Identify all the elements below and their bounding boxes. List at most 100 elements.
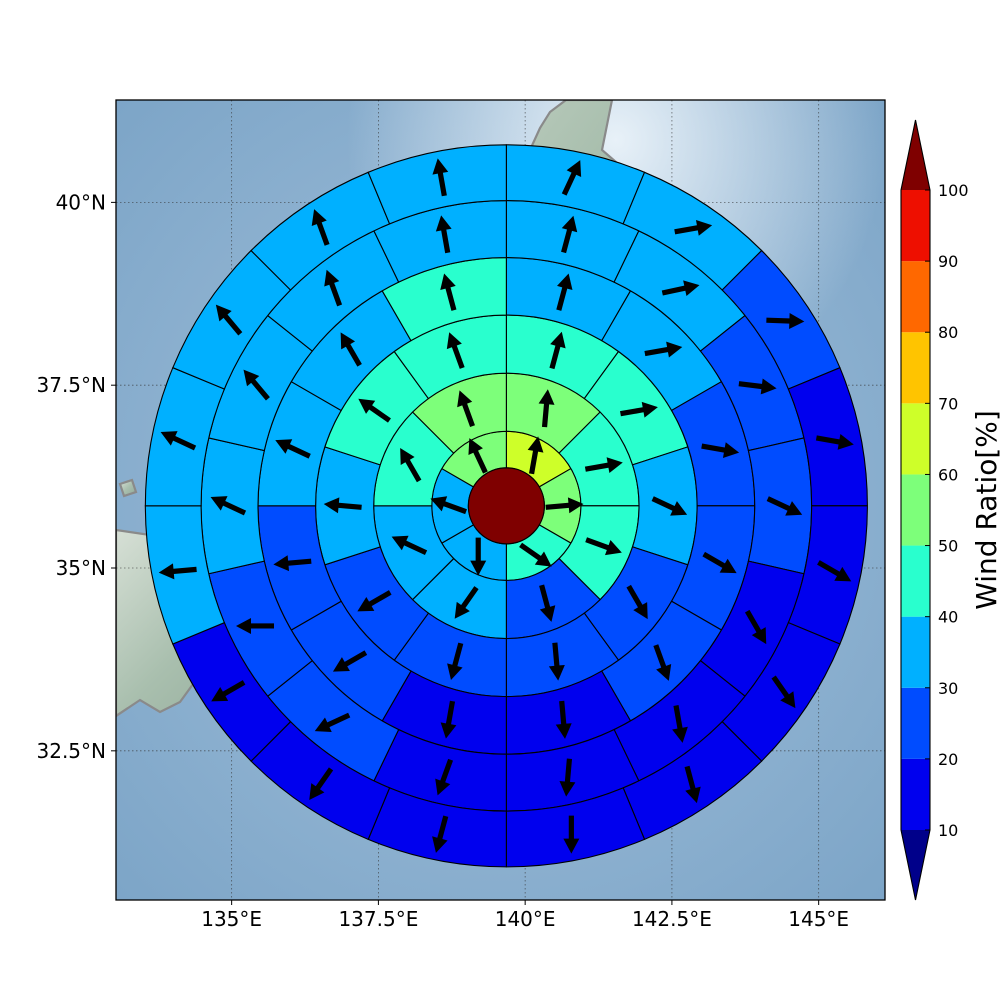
wind-arrow: [674, 219, 713, 236]
colorbar-tick-label: 10: [938, 821, 958, 840]
wind-arrow: [684, 765, 701, 804]
wind-arrow: [340, 332, 362, 367]
colorbar-bin: [901, 190, 930, 262]
wind-arrow: [311, 209, 330, 246]
land-mass: [118, 478, 138, 498]
wind-arrow: [538, 389, 555, 428]
wind-arrow: [559, 758, 576, 797]
colorbar-under-arrow: [901, 830, 930, 900]
wind-arrow: [539, 584, 556, 622]
colorbar-bin: [901, 545, 930, 617]
wind-arrow: [440, 273, 457, 311]
colorbar-label: Wind Ratio[%]: [970, 410, 1000, 610]
wind-arrow: [738, 378, 777, 395]
wind-arrow: [561, 160, 582, 196]
wind-arrow: [211, 680, 246, 702]
wind-arrow: [440, 700, 457, 739]
wind-arrow: [215, 304, 243, 336]
wind-ratio-sectors: [144, 144, 868, 868]
wind-arrow: [527, 436, 544, 475]
wind-arrow: [309, 767, 334, 801]
colorbar-bin: [901, 261, 930, 333]
colorbar-over-arrow: [901, 120, 930, 190]
wind-arrow: [653, 644, 672, 681]
wind-arrow: [815, 434, 854, 450]
wind-arrow: [314, 712, 351, 733]
wind-arrow: [432, 815, 449, 853]
x-tick-label: 140°E: [495, 907, 556, 931]
wind-arrow: [457, 390, 475, 427]
colorbar-bin: [901, 474, 930, 546]
wind-arrow: [324, 269, 343, 307]
wind-arrow: [447, 642, 464, 680]
colorbar-tick-label: 30: [938, 679, 958, 698]
wind-arrow: [626, 584, 648, 620]
colorbar-tick-label: 50: [938, 537, 958, 556]
wind-arrow: [454, 586, 479, 619]
wind-arrow: [210, 496, 247, 516]
colorbar-bin: [901, 332, 930, 404]
wind-arrow: [585, 537, 622, 556]
wind-arrow: [430, 496, 467, 515]
wind-arrow: [357, 590, 392, 612]
wind-arrow: [468, 438, 488, 474]
wind-arrow: [555, 700, 572, 739]
colorbar-bin: [901, 616, 930, 688]
wind-arrow: [432, 158, 449, 197]
x-tick-label: 135°E: [201, 907, 262, 931]
wind-arrow: [273, 555, 312, 572]
wind-sector: [367, 144, 507, 225]
wind-arrow: [817, 560, 852, 582]
wind-arrow: [358, 398, 391, 423]
wind-arrow: [644, 341, 683, 358]
center-disk: [467, 467, 545, 545]
wind-arrow: [766, 496, 803, 516]
y-tick-label: 32.5°N: [37, 739, 107, 763]
colorbar-tick-label: 100: [938, 181, 969, 200]
wind-arrow: [620, 401, 658, 418]
wind-arrow: [561, 215, 578, 254]
wind-arrow: [549, 331, 566, 370]
wind-arrow: [332, 650, 368, 672]
x-tick-label: 142.5°E: [632, 907, 712, 931]
wind-arrow: [556, 273, 573, 311]
wind-arrow: [744, 609, 767, 645]
wind-arrow: [243, 369, 270, 401]
wind-arrow: [702, 551, 737, 574]
wind-arrow: [519, 542, 552, 567]
wind-arrow: [771, 675, 796, 709]
wind-arrow: [548, 642, 565, 681]
y-tick-label: 35°N: [56, 556, 106, 580]
wind-arrow: [545, 497, 584, 514]
colorbar-tick-label: 90: [938, 252, 958, 271]
wind-arrow: [672, 705, 688, 743]
wind-arrow: [158, 563, 197, 580]
wind-arrow: [235, 617, 274, 634]
x-tick-label: 137.5°E: [338, 907, 418, 931]
y-tick-label: 40°N: [56, 190, 106, 214]
wind-arrows: [158, 158, 854, 854]
y-axis-ticks: 40°N 37.5°N 35°N 32.5°N: [37, 190, 116, 763]
colorbar-tick-label: 40: [938, 608, 958, 627]
wind-arrow: [391, 535, 428, 556]
wind-arrow: [435, 758, 454, 796]
wind-arrow: [400, 448, 422, 483]
colorbar-bin: [901, 687, 930, 759]
wind-arrow: [651, 496, 688, 516]
wind-arrow: [323, 497, 362, 514]
colorbar-tick-label: 60: [938, 465, 958, 484]
colorbar-bin: [901, 758, 930, 830]
wind-arrow: [661, 280, 700, 297]
wind-arrow: [470, 537, 487, 576]
wind-arrow: [701, 442, 740, 458]
x-axis-ticks: 135°E 137.5°E 140°E 142.5°E 145°E: [201, 900, 849, 931]
wind-arrow: [563, 815, 580, 854]
wind-arrow: [766, 312, 805, 329]
colorbar-bin: [901, 403, 930, 475]
wind-arrow: [160, 431, 197, 451]
wind-arrow: [275, 439, 311, 459]
map-frame: [115, 99, 886, 901]
wind-arrow: [435, 215, 452, 254]
colorbar: 10 20 30 40 50 60 70 80 90 100: [900, 119, 969, 901]
